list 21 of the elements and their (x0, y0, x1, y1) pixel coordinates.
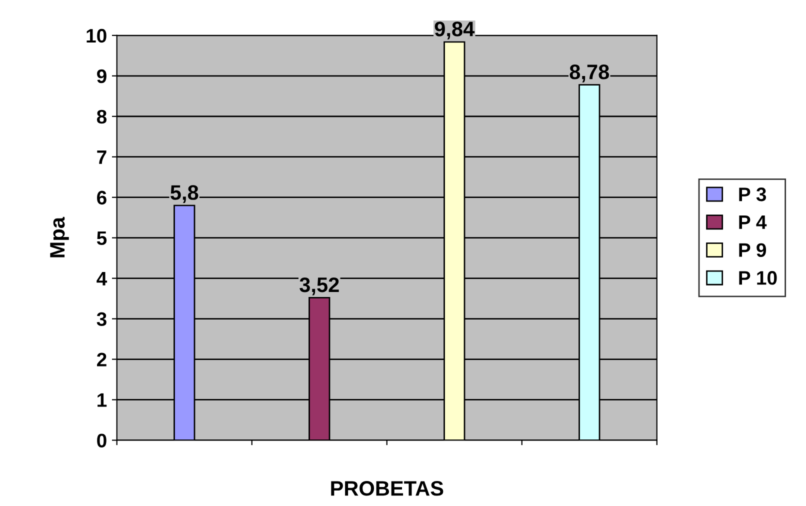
y-tick-label: 7 (97, 150, 106, 164)
y-tick-label: 4 (96, 272, 108, 286)
data-label: 8,78 (570, 64, 610, 82)
legend-label: P 3 (739, 188, 766, 202)
y-tick-label: 9 (97, 69, 106, 84)
data-label: 5,8 (170, 185, 198, 203)
y-tick-label: 10 (86, 28, 106, 43)
y-axis-title: Mpa (50, 216, 69, 258)
legend-label: P 4 (739, 216, 767, 229)
y-tick-label: 1 (98, 393, 107, 407)
y-tick-label: 2 (97, 352, 106, 366)
x-axis-title: PROBETAS (331, 481, 444, 496)
legend-label: P 9 (739, 243, 766, 257)
y-tick-label: 5 (96, 231, 107, 246)
y-tick-label: 6 (97, 190, 106, 205)
y-tick-label: 0 (97, 434, 106, 448)
y-tick-label: 8 (96, 110, 107, 124)
y-tick-label: 3 (96, 312, 106, 326)
legend-label: P 10 (739, 271, 777, 285)
data-label: 9,84 (434, 22, 475, 40)
data-label: 3,52 (300, 277, 339, 296)
